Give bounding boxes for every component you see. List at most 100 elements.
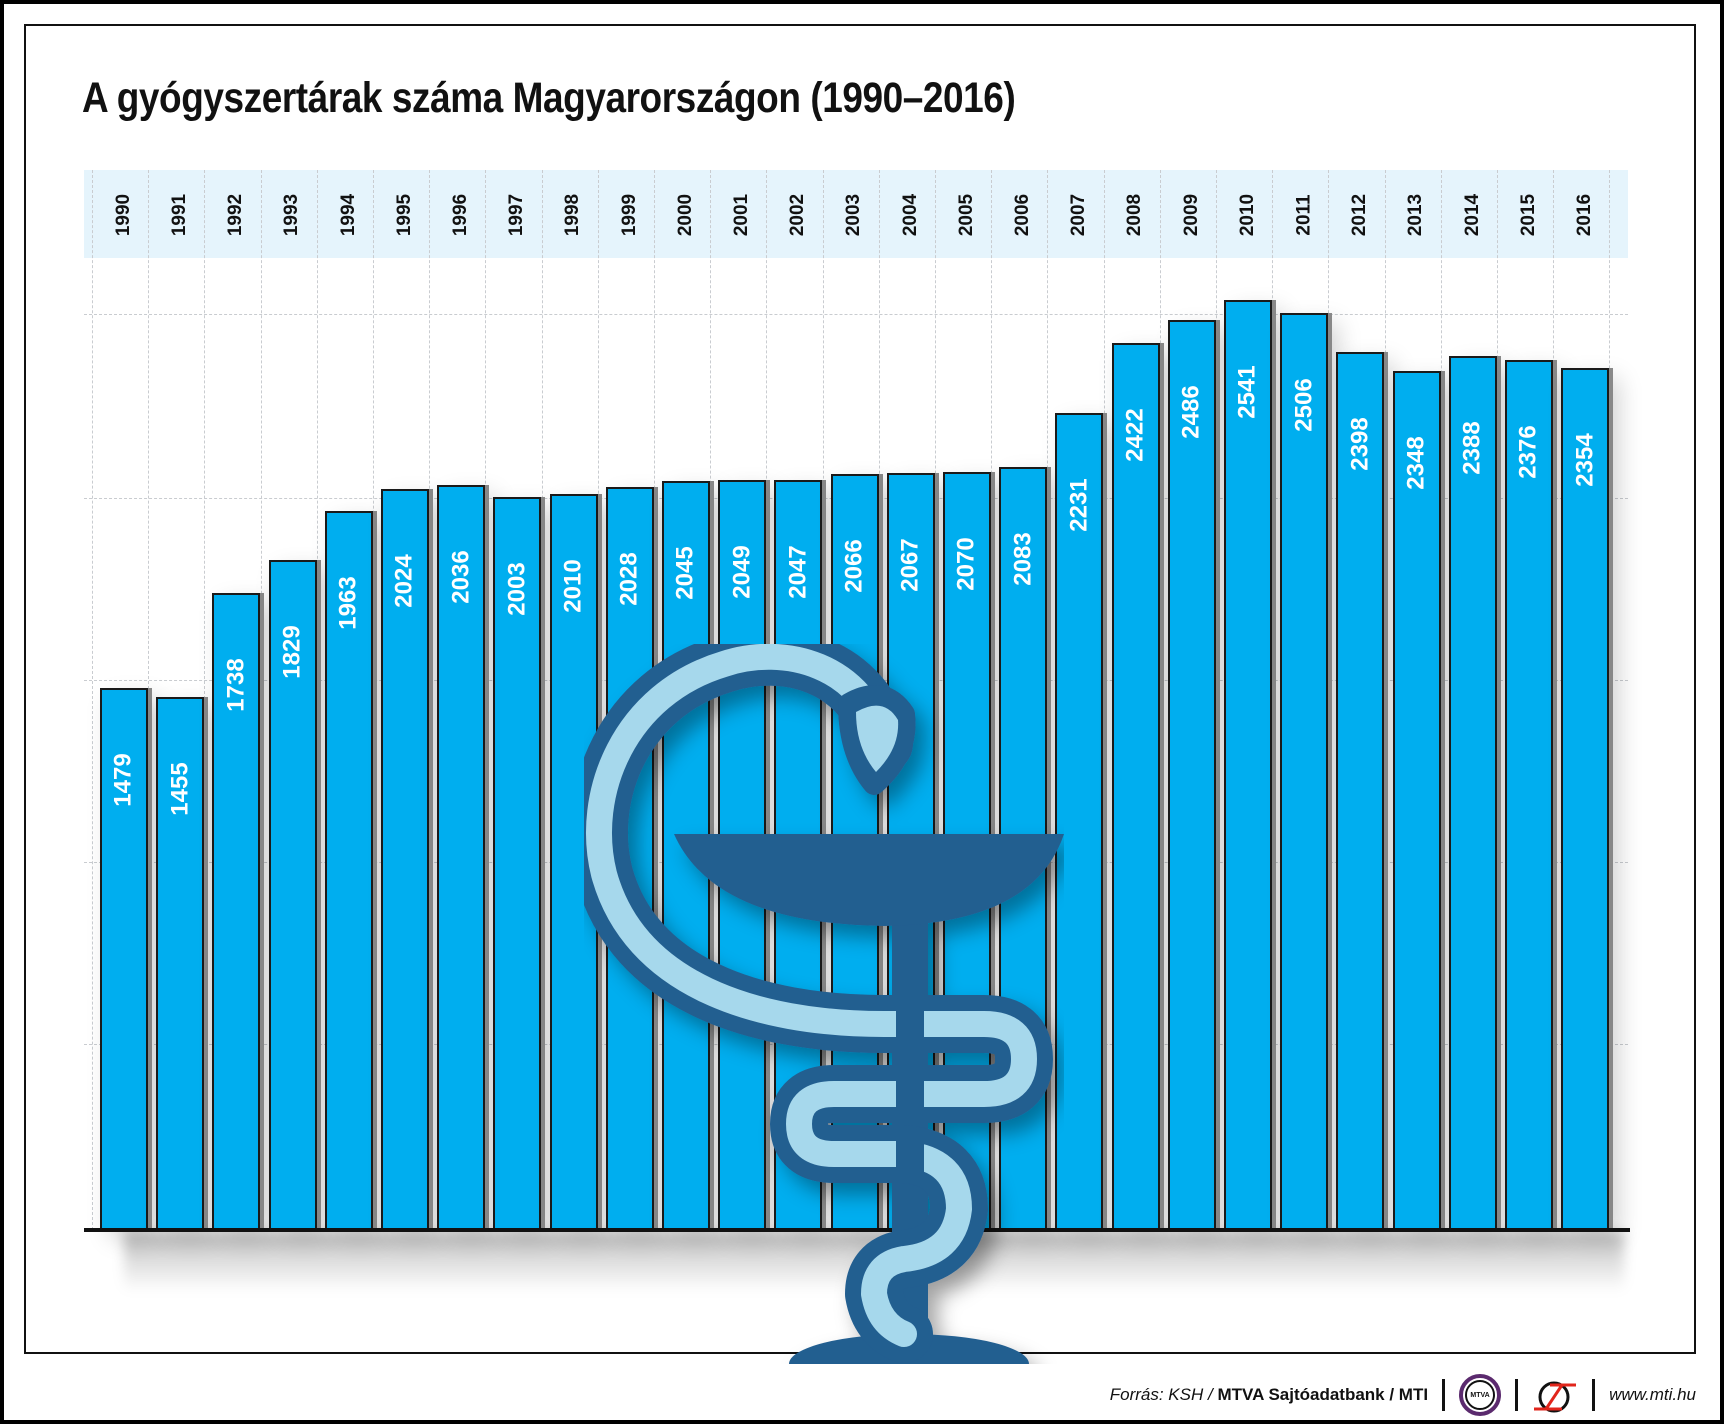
gridline-vertical bbox=[1384, 170, 1386, 1230]
bar-value-label: 2003 bbox=[503, 561, 531, 616]
gridline-vertical bbox=[204, 170, 206, 1230]
bar-2012: 2398 bbox=[1336, 352, 1385, 1228]
bar-value-label: 1738 bbox=[222, 658, 250, 713]
bar-value-label: 2376 bbox=[1515, 425, 1543, 479]
bar-2007: 2231 bbox=[1055, 413, 1104, 1228]
bar-2014: 2388 bbox=[1448, 355, 1497, 1228]
year-label: 2004 bbox=[899, 193, 921, 237]
bar-1991: 1455 bbox=[156, 696, 205, 1228]
bar-value-label: 2049 bbox=[728, 545, 756, 599]
bar-2010: 2541 bbox=[1224, 300, 1272, 1228]
gridline-vertical bbox=[1047, 170, 1049, 1230]
year-label: 1992 bbox=[225, 193, 247, 237]
bar-2015: 2376 bbox=[1505, 360, 1553, 1228]
year-label: 1996 bbox=[450, 193, 472, 237]
bar-value-label: 1479 bbox=[110, 753, 138, 807]
year-label: 2005 bbox=[956, 193, 977, 237]
bar-value-label: 2231 bbox=[1065, 478, 1093, 532]
bar-2009: 2486 bbox=[1167, 320, 1216, 1228]
bar-value-label: 1455 bbox=[166, 762, 194, 816]
gridline-vertical bbox=[1103, 170, 1105, 1230]
gridline-vertical bbox=[316, 170, 318, 1230]
gridline-vertical bbox=[1497, 170, 1498, 1230]
year-header-band bbox=[84, 170, 1628, 258]
year-label: 1997 bbox=[506, 193, 528, 237]
x-axis-baseline bbox=[84, 1228, 1630, 1232]
gridline-vertical bbox=[1553, 170, 1555, 1230]
year-label: 2003 bbox=[843, 193, 865, 237]
gridline-vertical bbox=[429, 170, 431, 1230]
bar-value-label: 2036 bbox=[447, 549, 475, 604]
gridline-vertical bbox=[260, 170, 262, 1230]
year-label: 2006 bbox=[1012, 193, 1034, 237]
bar-value-label: 2024 bbox=[391, 554, 419, 608]
year-label: 2009 bbox=[1180, 193, 1202, 237]
gridline-horizontal bbox=[84, 314, 1628, 315]
bar-1992: 1738 bbox=[212, 593, 261, 1228]
year-label: 1991 bbox=[169, 193, 191, 237]
gridline-vertical bbox=[1216, 170, 1217, 1230]
year-label: 2011 bbox=[1293, 194, 1315, 236]
year-label: 2000 bbox=[675, 193, 696, 237]
gridline-vertical bbox=[935, 170, 936, 1230]
year-label: 2007 bbox=[1068, 193, 1090, 237]
bar-value-label: 2354 bbox=[1571, 433, 1599, 488]
year-label: 1999 bbox=[618, 193, 640, 237]
gridline-vertical bbox=[485, 170, 487, 1230]
year-label: 1990 bbox=[113, 193, 134, 237]
bar-2013: 2348 bbox=[1392, 370, 1441, 1228]
bar-1995: 2024 bbox=[381, 488, 429, 1228]
source-text: Forrás: KSH / MTVA Sajtóadatbank / MTI bbox=[1109, 1385, 1429, 1404]
gridline-vertical bbox=[373, 170, 374, 1230]
bar-value-label: 2506 bbox=[1290, 378, 1318, 432]
year-label: 1998 bbox=[562, 193, 584, 237]
bar-2011: 2506 bbox=[1280, 312, 1329, 1228]
year-label: 2016 bbox=[1574, 193, 1596, 237]
separator bbox=[1592, 1379, 1596, 1411]
bowl-of-hygieia-icon bbox=[584, 644, 1064, 1364]
bar-2016: 2354 bbox=[1561, 368, 1610, 1228]
bar-value-label: 2047 bbox=[784, 545, 812, 600]
year-label: 2015 bbox=[1518, 193, 1539, 237]
gridline-vertical bbox=[597, 170, 599, 1230]
year-label: 2012 bbox=[1349, 193, 1371, 237]
website-link[interactable]: www.mti.hu bbox=[1609, 1385, 1696, 1404]
year-label: 2008 bbox=[1124, 193, 1146, 237]
bar-1990: 1479 bbox=[100, 688, 148, 1228]
chart-title: A gyógyszertárak száma Magyarországon (1… bbox=[82, 74, 1016, 122]
gridline-vertical bbox=[766, 170, 768, 1230]
year-label: 1995 bbox=[394, 193, 415, 237]
separator bbox=[1515, 1379, 1519, 1411]
bar-value-label: 1829 bbox=[278, 625, 306, 679]
bar-value-label: 2388 bbox=[1458, 421, 1486, 475]
year-label: 2010 bbox=[1237, 193, 1258, 237]
bar-value-label: 2398 bbox=[1346, 417, 1374, 471]
bar-value-label: 2083 bbox=[1009, 532, 1037, 587]
year-label: 2014 bbox=[1461, 193, 1483, 237]
year-label: 2002 bbox=[787, 193, 809, 237]
bar-value-label: 2010 bbox=[559, 559, 587, 613]
bar-value-label: 2045 bbox=[672, 546, 700, 600]
gridline-vertical bbox=[1328, 170, 1330, 1230]
bar-1997: 2003 bbox=[493, 496, 542, 1228]
year-label: 1993 bbox=[281, 193, 303, 237]
gridline-vertical bbox=[991, 170, 993, 1230]
gridline-vertical bbox=[92, 170, 93, 1230]
bar-value-label: 2028 bbox=[615, 552, 643, 607]
bar-value-label: 2486 bbox=[1177, 385, 1205, 439]
year-label: 1994 bbox=[337, 193, 359, 237]
gridline-vertical bbox=[1272, 170, 1274, 1230]
bar-value-label: 1963 bbox=[334, 576, 362, 630]
bar-2008: 2422 bbox=[1111, 343, 1160, 1228]
mtva-logo-icon: MTVA bbox=[1459, 1374, 1502, 1416]
gridline-vertical bbox=[541, 170, 543, 1230]
bar-value-label: 2422 bbox=[1121, 408, 1149, 463]
bar-value-label: 2541 bbox=[1234, 365, 1262, 419]
footer: Forrás: KSH / MTVA Sajtóadatbank / MTI M… bbox=[1110, 1374, 1696, 1416]
year-label: 2013 bbox=[1405, 193, 1427, 237]
bar-1994: 1963 bbox=[324, 511, 373, 1228]
gridline-vertical bbox=[1440, 170, 1442, 1230]
infographic-background: A gyógyszertárak száma Magyarországon (1… bbox=[4, 4, 1720, 1420]
bar-value-label: 2067 bbox=[896, 538, 924, 592]
bar-1993: 1829 bbox=[268, 560, 317, 1228]
